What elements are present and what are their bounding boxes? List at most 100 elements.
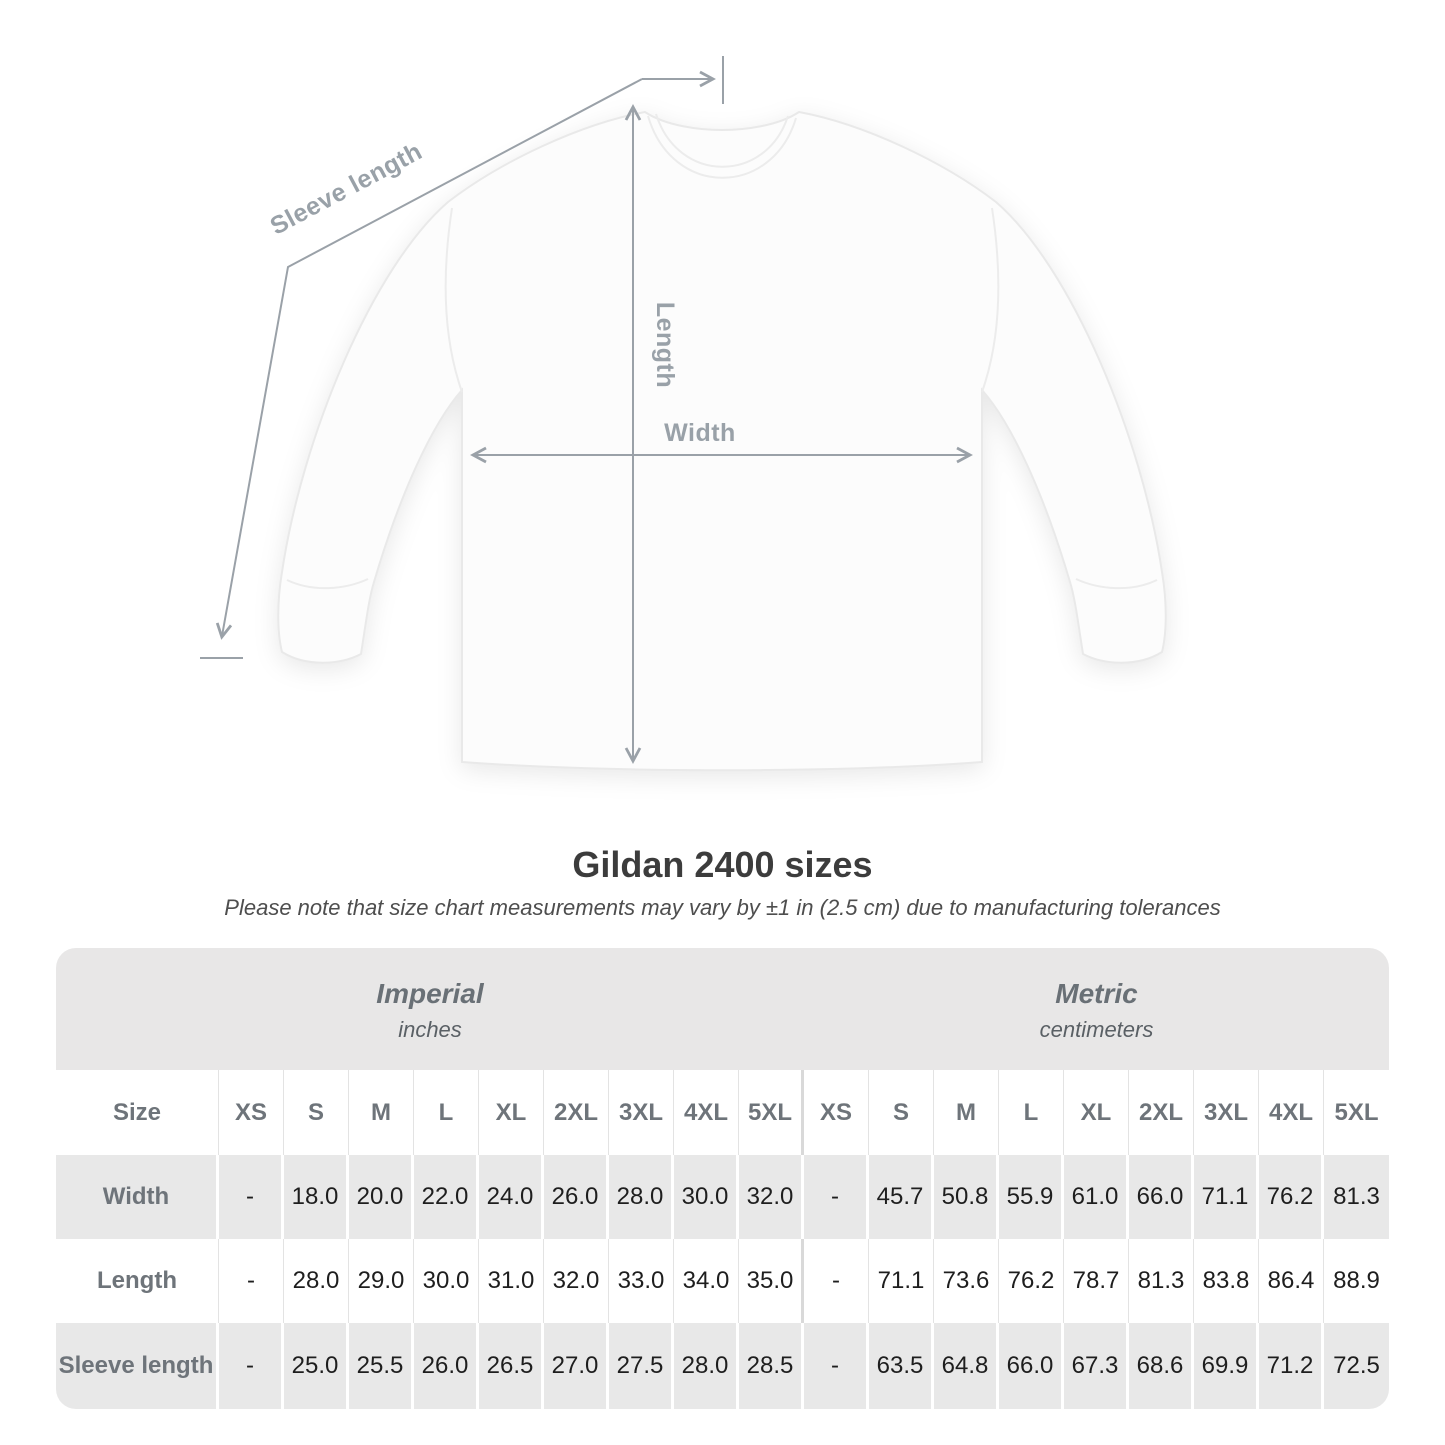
size-column-header: Size — [56, 1070, 219, 1155]
value-imperial: 29.0 — [349, 1239, 414, 1323]
value-metric: - — [804, 1155, 869, 1239]
value-imperial: 34.0 — [674, 1239, 739, 1323]
length-label: Length — [651, 302, 679, 388]
value-metric: 76.2 — [1259, 1155, 1324, 1239]
value-imperial: 25.0 — [284, 1323, 349, 1409]
value-metric: 61.0 — [1064, 1155, 1129, 1239]
width-label: Width — [664, 419, 736, 447]
size-header-metric-3xl: 3XL — [1194, 1070, 1259, 1155]
size-header-imperial-2xl: 2XL — [544, 1070, 609, 1155]
page-title: Gildan 2400 sizes — [572, 844, 873, 885]
row-label: Length — [56, 1239, 219, 1323]
size-header-metric-5xl: 5XL — [1334, 1098, 1379, 1126]
table-row-sleeve-length: Sleeve length -25.0 25.5 26.0 26.5 27.0 27.5 28… — [56, 1323, 1389, 1409]
row-label: Width — [56, 1155, 219, 1239]
value-metric: 66.0 — [1129, 1155, 1194, 1239]
value-metric: - — [804, 1239, 869, 1323]
value-imperial: 24.0 — [479, 1155, 544, 1239]
value-metric: 83.8 — [1194, 1239, 1259, 1323]
value-metric: 78.7 — [1064, 1239, 1129, 1323]
value-imperial: 30.0 — [674, 1155, 739, 1239]
size-header-metric-xs: XS — [804, 1070, 869, 1155]
collar-rib-line — [655, 113, 789, 168]
value-imperial: 28.0 — [609, 1155, 674, 1239]
value-metric: 64.8 — [934, 1323, 999, 1409]
value-imperial: 33.0 — [609, 1239, 674, 1323]
right-cuff-seam — [1075, 578, 1158, 590]
value-imperial: 26.5 — [479, 1323, 544, 1409]
value-metric: 81.3 — [1324, 1155, 1389, 1239]
size-header-row: Size XS S M L XL 2XL 3XL 4XL 5XL XS S M L XL 2XL 3XL 4XL 5… — [56, 1070, 1389, 1155]
value-imperial: - — [219, 1155, 284, 1239]
neck-seam — [647, 115, 797, 179]
size-header-imperial-xl: XL — [479, 1070, 544, 1155]
unit-group-imperial: Imperial inches — [56, 948, 804, 1070]
heading-block: Gildan 2400 sizes Please note that size … — [0, 844, 1445, 921]
value-metric: 86.4 — [1259, 1239, 1324, 1323]
long-sleeve-shirt-silhouette — [277, 110, 1167, 772]
value-metric: 71.1 — [1194, 1155, 1259, 1239]
imperial-sublabel: inches — [398, 1016, 462, 1042]
table-row-width: Width -18.0 20.0 22.0 24.0 26.0 28.0 30.0 32.0-4… — [56, 1155, 1389, 1239]
size-header-imperial-s: S — [284, 1070, 349, 1155]
size-header-imperial-l: L — [414, 1070, 479, 1155]
value-imperial: 32.0 — [739, 1155, 804, 1239]
value-imperial: 22.0 — [414, 1155, 479, 1239]
size-header-imperial-5xl: 5XL — [739, 1070, 804, 1155]
value-metric: 81.3 — [1129, 1239, 1194, 1323]
sleeve-length-label: Sleeve length — [266, 137, 427, 240]
right-armhole-seam — [981, 207, 1000, 393]
page-subtitle: Please note that size chart measurements… — [224, 895, 1221, 920]
value-imperial: 35.0 — [739, 1239, 804, 1323]
table-row-length: Length -28.0 29.0 30.0 31.0 32.0 33.0 34.0 35.0-… — [56, 1239, 1389, 1323]
value-imperial: 25.5 — [349, 1323, 414, 1409]
value-imperial: 32.0 — [544, 1239, 609, 1323]
value-imperial: 27.0 — [544, 1323, 609, 1409]
value-metric: 73.6 — [934, 1239, 999, 1323]
row-label: Sleeve length — [56, 1323, 219, 1409]
value-imperial: 28.0 — [284, 1239, 349, 1323]
unit-header-band: Imperial inches Metric centimeters — [56, 948, 1389, 1070]
sleeve-length-arrow-diagonal — [215, 78, 643, 640]
value-metric: 76.2 — [999, 1239, 1064, 1323]
size-header-imperial-4xl: 4XL — [674, 1070, 739, 1155]
value-metric: 71.2 — [1259, 1323, 1324, 1409]
value-metric: 63.5 — [869, 1323, 934, 1409]
value-imperial: 30.0 — [414, 1239, 479, 1323]
size-header-metric-4xl: 4XL — [1259, 1070, 1324, 1155]
metric-label: Metric — [1055, 977, 1138, 1009]
value-imperial: - — [219, 1239, 284, 1323]
value-imperial: 31.0 — [479, 1239, 544, 1323]
value-metric: - — [804, 1323, 869, 1409]
size-table: Imperial inches Metric centimeters Size X… — [56, 948, 1389, 1409]
value-imperial: 20.0 — [349, 1155, 414, 1239]
value-imperial: 27.5 — [609, 1323, 674, 1409]
metric-sublabel: centimeters — [1039, 1016, 1154, 1042]
value-metric: 66.0 — [999, 1323, 1064, 1409]
left-cuff-seam — [286, 578, 369, 590]
left-armhole-seam — [444, 207, 463, 393]
value-imperial: 18.0 — [284, 1155, 349, 1239]
size-header-imperial-m: M — [349, 1070, 414, 1155]
shirt-illustration — [277, 110, 1167, 772]
size-header-imperial-xs: XS — [219, 1070, 284, 1155]
value-metric: 69.9 — [1194, 1323, 1259, 1409]
size-header-metric-2xl: 2XL — [1129, 1070, 1194, 1155]
value-imperial: - — [219, 1323, 284, 1409]
size-header-metric-s: S — [869, 1070, 934, 1155]
value-metric: 50.8 — [934, 1155, 999, 1239]
value-metric: 88.9 — [1333, 1267, 1380, 1294]
value-imperial: 28.5 — [739, 1323, 804, 1409]
unit-group-metric: Metric centimeters — [804, 948, 1389, 1070]
value-imperial: 26.0 — [414, 1323, 479, 1409]
value-metric: 72.5 — [1324, 1323, 1389, 1409]
size-header-metric-xl: XL — [1064, 1070, 1129, 1155]
value-imperial: 28.0 — [674, 1323, 739, 1409]
value-imperial: 26.0 — [544, 1155, 609, 1239]
size-header-metric-m: M — [934, 1070, 999, 1155]
shirt-measurement-diagram: Sleeve length Length Width — [200, 56, 1167, 772]
value-metric: 68.6 — [1129, 1323, 1194, 1409]
value-metric: 71.1 — [869, 1239, 934, 1323]
size-header-metric-l: L — [999, 1070, 1064, 1155]
